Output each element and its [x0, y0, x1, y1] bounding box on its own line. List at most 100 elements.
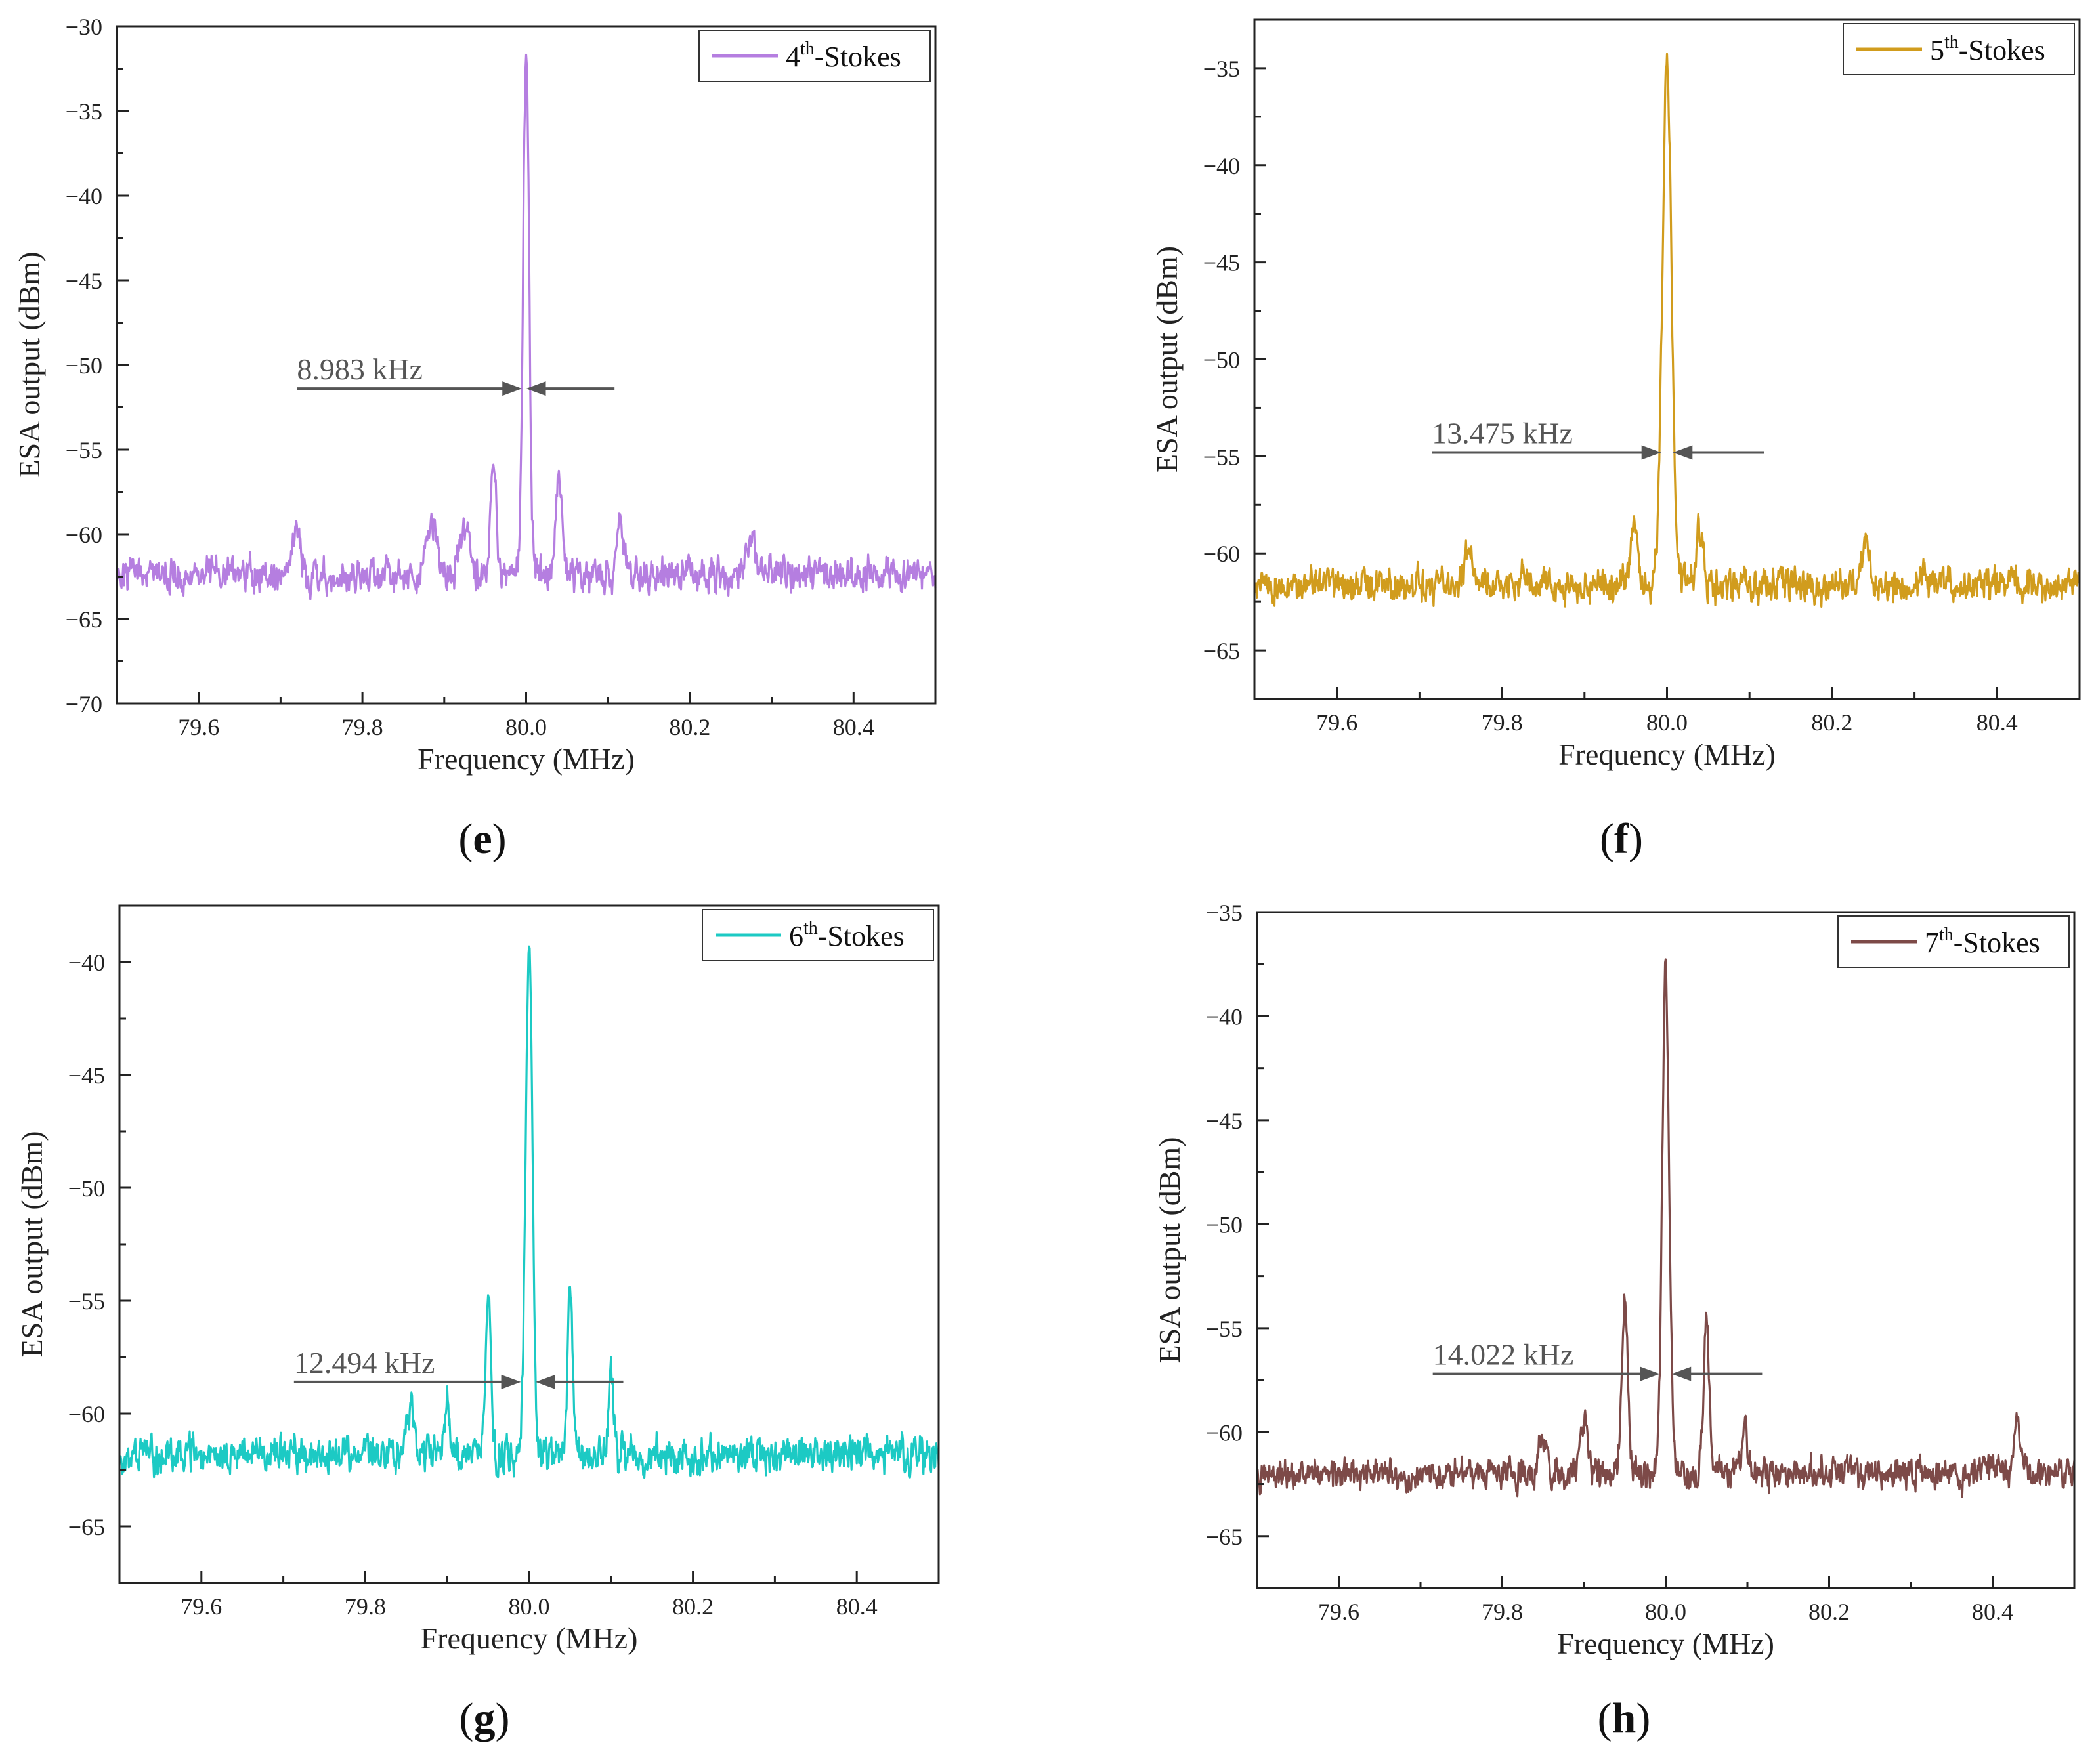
- plot-frame: [1256, 911, 2076, 1589]
- legend-label-superscript: th: [803, 918, 818, 938]
- legend-label: 4th-Stokes: [786, 39, 901, 73]
- annotation-left-arrowhead: [502, 381, 523, 396]
- y-tick-label: −55: [1203, 444, 1240, 470]
- x-tick-label: 79.8: [1482, 709, 1523, 736]
- y-axis-title: ESA output (dBm): [12, 251, 46, 478]
- y-tick-label: −50: [66, 352, 102, 379]
- x-axis-title: Frequency (MHz): [1558, 738, 1776, 771]
- plot-frame: [118, 904, 940, 1584]
- y-axis-title: ESA output (dBm): [1150, 246, 1184, 472]
- panel-label-open: (: [1600, 815, 1614, 863]
- x-tick-label: 80.2: [1808, 1599, 1850, 1625]
- y-tick-label: −30: [66, 14, 102, 40]
- y-tick-label: −70: [66, 691, 102, 717]
- panel-label-close: ): [1636, 1694, 1650, 1742]
- panel-g: 79.6 79.8 80.0 80.2 80.4 −40 −45 −50 −55 −60 −65 Fr…: [15, 904, 940, 1742]
- panel-label-close: ): [492, 815, 507, 863]
- x-tick-label: 80.0: [509, 1593, 550, 1620]
- x-tick-label: 80.2: [672, 1593, 714, 1620]
- legend: 4th-Stokes: [698, 30, 931, 82]
- legend: 5th-Stokes: [1843, 23, 2075, 75]
- linewidth-annotation: 13.475 kHz: [1432, 416, 1764, 460]
- panel-label: (h): [1598, 1694, 1651, 1742]
- x-tick-label: 80.4: [1976, 709, 2018, 736]
- legend-label-number: 4: [786, 41, 800, 73]
- y-tick-label: −50: [1206, 1211, 1243, 1238]
- y-tick-label: −40: [1203, 153, 1240, 179]
- x-tick-label: 80.0: [1645, 1599, 1686, 1625]
- y-tick-label: −45: [68, 1062, 105, 1089]
- panel-label-open: (: [459, 1694, 474, 1742]
- annotation-left-arrowhead: [501, 1374, 521, 1389]
- panel-label-letter: f: [1614, 815, 1629, 863]
- annotation-right-arrowhead: [1671, 1366, 1692, 1381]
- x-tick-label: 79.6: [1318, 1599, 1359, 1625]
- linewidth-label: 14.022 kHz: [1433, 1338, 1574, 1372]
- y-tick-label: −65: [1203, 638, 1240, 664]
- series-line-5th-Stokes: [1253, 52, 2081, 608]
- legend-label-suffix: -Stokes: [1959, 34, 2045, 66]
- linewidth-annotation: 12.494 kHz: [293, 1346, 624, 1389]
- y-tick-label: −65: [68, 1514, 105, 1540]
- x-axis-title: Frequency (MHz): [1557, 1627, 1774, 1660]
- panel-e: 79.6 79.8 80.0 80.2 80.4 −30 −35 −40 −45 −50 −55 −6…: [12, 14, 937, 863]
- linewidth-annotation: 14.022 kHz: [1432, 1338, 1763, 1381]
- annotation-right-arrowhead: [535, 1374, 555, 1389]
- panel-label-letter: e: [473, 815, 492, 863]
- annotation-left-arrowhead: [1641, 445, 1661, 460]
- y-tick-label: −60: [66, 522, 102, 548]
- legend-label-number: 7: [1925, 927, 1939, 959]
- legend-label: 6th-Stokes: [789, 918, 905, 952]
- y-tick-label: −50: [1203, 347, 1240, 373]
- y-tick-label: −55: [66, 437, 102, 463]
- annotation-left-arrowhead: [1640, 1366, 1660, 1381]
- legend-label-superscript: th: [1939, 925, 1954, 945]
- panel-label: (e): [458, 815, 506, 863]
- x-tick-label: 80.0: [1646, 709, 1688, 736]
- panel-label: (f): [1600, 815, 1643, 863]
- y-tick-label: −65: [1206, 1524, 1243, 1550]
- legend-label-number: 6: [789, 920, 803, 952]
- y-tick-label: −65: [66, 606, 102, 633]
- legend-label-number: 5: [1930, 34, 1944, 66]
- x-tick-label: 79.8: [345, 1593, 386, 1620]
- x-tick-label: 80.4: [833, 714, 874, 740]
- series-line-6th-Stokes: [119, 945, 940, 1479]
- y-tick-label: −45: [66, 268, 102, 294]
- legend-label-suffix: -Stokes: [815, 41, 901, 73]
- y-tick-label: −35: [1206, 900, 1243, 926]
- legend-label-suffix: -Stokes: [818, 920, 905, 952]
- series-line-4th-Stokes: [116, 53, 937, 600]
- panel-label-letter: h: [1612, 1694, 1636, 1742]
- panel-label-close: ): [496, 1694, 510, 1742]
- x-tick-label: 79.8: [1482, 1599, 1523, 1625]
- panel-label-letter: g: [474, 1694, 496, 1742]
- panel-f: 79.6 79.8 80.0 80.2 80.4 −35 −40 −45 −50 −55 −60 −6…: [1150, 18, 2081, 863]
- legend-label: 7th-Stokes: [1925, 925, 2040, 959]
- legend: 7th-Stokes: [1837, 915, 2070, 968]
- y-tick-label: −55: [1206, 1316, 1243, 1342]
- x-tick-label: 80.0: [505, 714, 547, 740]
- panel-label-open: (: [458, 815, 473, 863]
- legend: 6th-Stokes: [702, 909, 934, 961]
- x-tick-label: 80.4: [836, 1593, 878, 1620]
- series-line-7th-Stokes: [1256, 958, 2076, 1498]
- x-tick-label: 79.6: [178, 714, 219, 740]
- x-axis-title: Frequency (MHz): [417, 742, 635, 776]
- linewidth-label: 8.983 kHz: [297, 352, 423, 386]
- legend-label-superscript: th: [1944, 32, 1959, 52]
- y-tick-label: −60: [68, 1401, 105, 1427]
- annotation-right-arrowhead: [1673, 445, 1693, 460]
- x-tick-label: 80.4: [1972, 1599, 2013, 1625]
- plot-frame: [116, 25, 937, 705]
- y-axis-title: ESA output (dBm): [15, 1131, 49, 1357]
- panel-label: (g): [459, 1694, 510, 1742]
- y-tick-label: −35: [66, 98, 102, 125]
- x-axis-title: Frequency (MHz): [421, 1622, 638, 1655]
- y-tick-label: −60: [1203, 541, 1240, 567]
- legend-label-superscript: th: [800, 39, 815, 59]
- x-tick-label: 79.6: [1316, 709, 1357, 736]
- panel-h: 79.6 79.8 80.0 80.2 80.4 −35 −40 −45 −50 −55 −60 −6…: [1153, 900, 2076, 1742]
- x-tick-label: 80.2: [669, 714, 710, 740]
